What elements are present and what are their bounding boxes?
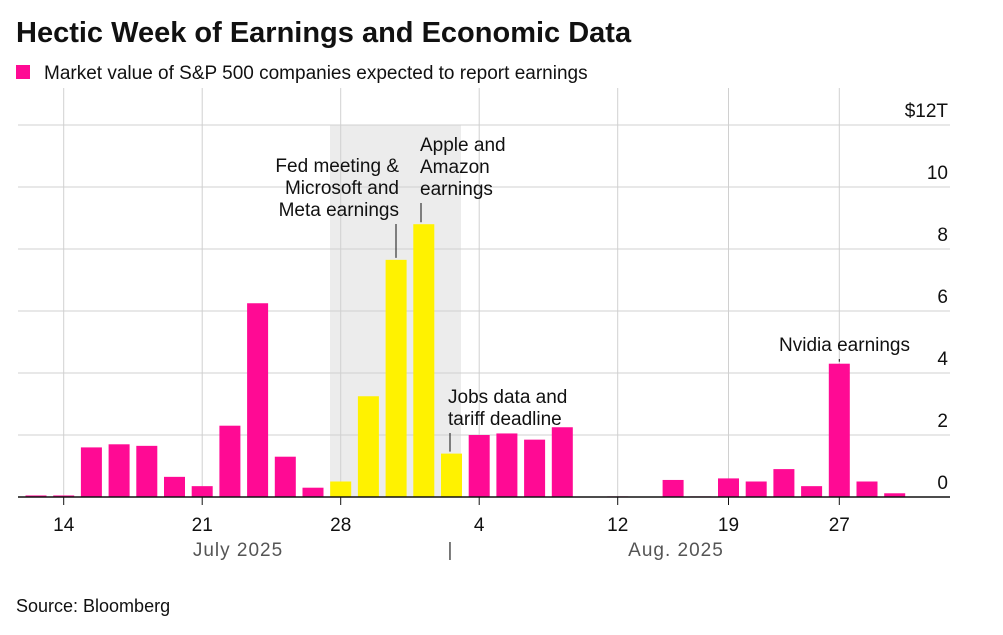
bar [773,469,795,497]
x-tick-label: 4 [474,515,485,536]
x-tick-label: 21 [192,515,213,536]
bar [745,481,767,497]
annotation: Amazon [420,157,490,178]
annotation: tariff deadline [448,409,562,430]
bar [274,456,296,497]
y-tick-label: 4 [937,349,948,370]
bar [385,259,407,497]
bar [884,493,906,497]
bar [108,444,130,497]
bar [136,445,158,497]
legend-swatch [16,65,30,79]
bar [441,453,462,497]
bar [191,486,213,497]
y-tick-label: 6 [937,287,948,308]
bar [330,481,352,497]
month-label: July 2025 [193,540,283,561]
bar [856,481,878,497]
bar [164,476,185,497]
annotation: Apple and [420,135,506,156]
source: Source: Bloomberg [16,596,170,616]
x-tick-label: 14 [53,515,75,536]
annotation: Nvidia earnings [779,335,910,356]
y-tick-label: $12T [905,101,949,122]
x-tick-label: 12 [607,515,628,536]
annotation: Jobs data and [448,387,567,408]
bar [357,396,379,497]
legend-label: Market value of S&P 500 companies expect… [44,63,588,84]
month-separator: | [448,540,453,561]
bar [80,447,102,497]
bar [801,486,823,497]
bar [524,439,546,497]
bar [828,363,850,497]
x-tick-label: 19 [718,515,739,536]
bar [219,425,241,497]
month-label: Aug. 2025 [628,540,724,561]
chart-title: Hectic Week of Earnings and Economic Dat… [16,17,632,49]
annotation: Meta earnings [279,200,399,221]
bar [551,427,573,497]
y-tick-label: 2 [937,411,948,432]
bar [413,224,435,497]
bar [53,495,75,497]
annotation: Microsoft and [285,178,399,199]
y-tick-label: 0 [937,473,948,494]
y-tick-label: 8 [937,225,948,246]
y-tick-label: 10 [927,163,948,184]
bar [25,495,47,497]
bar [496,433,518,497]
bar [468,435,490,497]
bar [718,478,739,497]
x-tick-label: 28 [330,515,351,536]
bar [247,303,269,497]
bar [662,479,684,497]
bar [302,487,324,497]
annotation: earnings [420,179,493,200]
annotation: Fed meeting & [275,156,399,177]
x-tick-label: 27 [829,515,850,536]
